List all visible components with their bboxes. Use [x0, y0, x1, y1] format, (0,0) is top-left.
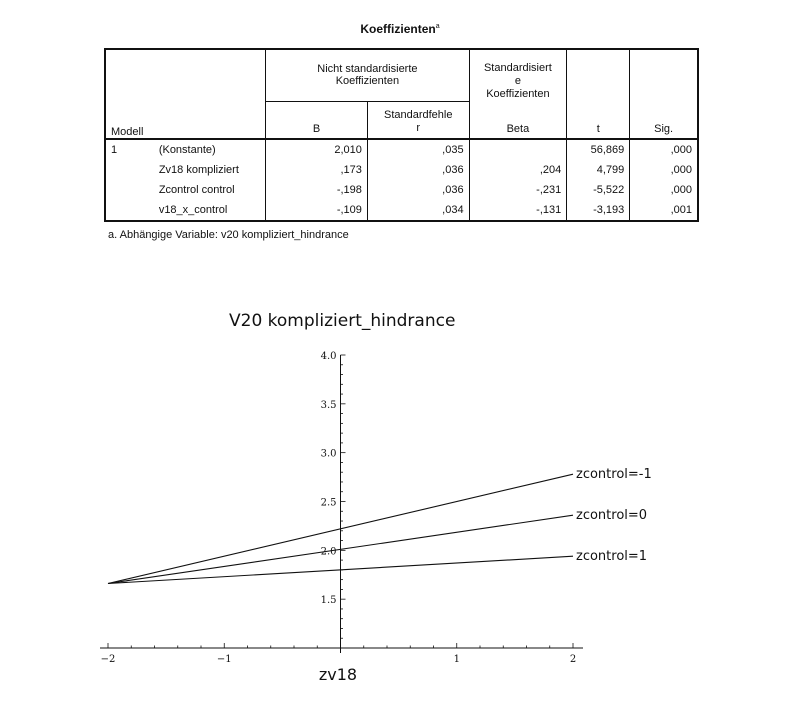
- row-name: Zv18 kompliziert: [158, 164, 239, 176]
- x-tick-label: 2: [570, 654, 576, 665]
- row-name: Zcontrol control: [158, 184, 235, 196]
- table-title: Koeffizientena: [360, 22, 440, 36]
- y-tick-label: 4.0: [321, 351, 337, 362]
- y-tick-label: 1.5: [321, 595, 337, 606]
- table-row: 1 (Konstante) 2,010 ,035 56,869 ,000: [104, 138, 700, 160]
- row-name: (Konstante): [153, 138, 266, 160]
- header-modell: Modell: [111, 126, 144, 138]
- plot-series: zcontrol=-1 zcontrol=0 zcontrol=1: [107, 467, 652, 585]
- header-beta: Beta: [468, 101, 567, 139]
- header-nicht-standardisiert: Nicht standardisierte Koeffizienten: [265, 48, 470, 102]
- header-b: B: [265, 101, 368, 139]
- x-tick-label: −2: [101, 654, 116, 665]
- header-t: t: [566, 101, 630, 139]
- coefficients-table: Modell Nicht standardisierte Koeffizient…: [104, 48, 700, 222]
- table-title-footnote-mark: a: [435, 23, 440, 30]
- header-sig: Sig.: [629, 101, 700, 139]
- plot-axes: −2 −1 1 2 1.5 2.0 2.5 3.0 3.5 4.0: [100, 351, 583, 665]
- x-axis-label: zv18: [319, 665, 357, 684]
- series-line: [107, 473, 574, 585]
- x-tick-label: −1: [217, 654, 232, 665]
- y-tick-label: 2.5: [321, 498, 337, 509]
- model-number: 1: [104, 138, 154, 160]
- series-line: [107, 514, 574, 585]
- table-row: Zcontrol control -,198 ,036 -,231 -5,522…: [104, 180, 700, 200]
- series-label: zcontrol=1: [576, 549, 647, 564]
- row-name: v18_x_control: [153, 200, 266, 222]
- chart-title: V20 kompliziert_hindrance: [229, 311, 456, 331]
- y-tick-label: 3.5: [321, 400, 337, 411]
- header-t-top: [566, 48, 630, 101]
- x-tick-label: 1: [454, 654, 460, 665]
- header-modell-cell: Modell: [104, 48, 266, 139]
- header-standardisiert: Standardisiert e Koeffizienten: [468, 48, 567, 101]
- table-row: v18_x_control -,109 ,034 -,131 -3,193 ,0…: [104, 200, 700, 222]
- header-sig-top: [629, 48, 700, 101]
- table-row: Zv18 kompliziert ,173 ,036 ,204 4,799 ,0…: [104, 160, 700, 180]
- series-label: zcontrol=0: [576, 508, 647, 523]
- table-footnote: a. Abhängige Variable: v20 kompliziert_h…: [108, 229, 349, 241]
- y-tick-label: 3.0: [321, 449, 337, 460]
- series-label: zcontrol=-1: [576, 467, 652, 482]
- series-line: [107, 555, 574, 585]
- y-tick-label: 2.0: [321, 546, 337, 557]
- header-standardfehler: Standardfehle r: [366, 101, 470, 139]
